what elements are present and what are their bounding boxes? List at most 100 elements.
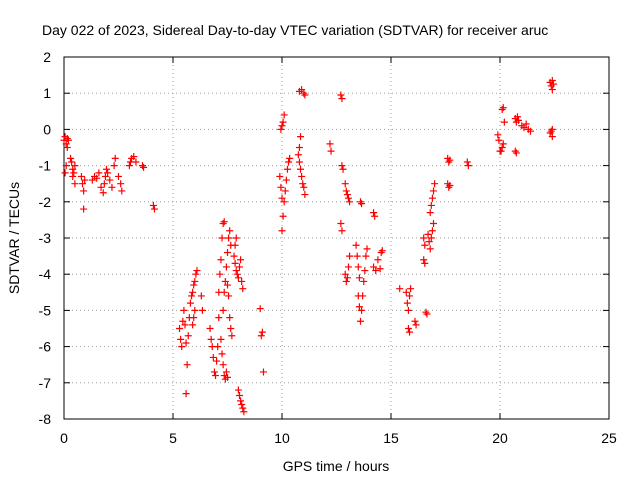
data-point	[286, 154, 294, 162]
data-point	[150, 205, 158, 213]
data-point	[342, 277, 350, 285]
data-point	[106, 176, 114, 184]
data-point	[218, 350, 226, 358]
data-point	[446, 182, 454, 190]
data-point	[182, 390, 190, 398]
data-point	[353, 252, 361, 260]
data-point	[182, 339, 190, 347]
data-point	[427, 234, 435, 242]
data-point	[224, 373, 231, 381]
data-point	[240, 408, 248, 416]
data-point	[233, 270, 241, 278]
data-point	[62, 140, 70, 148]
x-tick-label: 5	[169, 430, 177, 446]
data-point	[192, 270, 200, 278]
data-point	[183, 361, 191, 369]
data-point	[295, 144, 303, 151]
data-point	[464, 162, 472, 170]
data-point	[221, 277, 229, 285]
data-point	[374, 256, 382, 264]
data-point	[527, 127, 535, 135]
data-point	[426, 245, 434, 253]
data-point	[406, 292, 414, 300]
y-tick-label: 2	[43, 49, 51, 65]
data-point	[295, 158, 303, 166]
data-point	[339, 165, 347, 173]
data-point	[278, 194, 286, 202]
data-point	[404, 306, 412, 314]
data-point	[214, 343, 222, 351]
grid-lines	[64, 57, 609, 419]
data-point	[371, 212, 379, 220]
data-point	[224, 281, 231, 289]
y-tick-label: -2	[39, 194, 52, 210]
data-point	[93, 174, 101, 182]
data-point	[423, 310, 431, 318]
data-point	[239, 285, 247, 293]
data-point	[494, 131, 502, 139]
data-point	[343, 191, 351, 199]
data-point	[285, 158, 293, 166]
data-point	[358, 200, 366, 208]
data-point	[190, 281, 198, 289]
data-point	[118, 187, 126, 195]
data-point	[80, 205, 88, 213]
data-point	[220, 218, 228, 226]
data-point	[341, 180, 349, 188]
data-point	[338, 95, 346, 103]
data-point	[411, 317, 419, 325]
data-point	[206, 325, 214, 332]
data-point	[370, 263, 378, 271]
data-point	[446, 156, 454, 164]
data-point	[338, 227, 346, 235]
data-point	[232, 234, 240, 242]
data-point	[498, 144, 506, 151]
data-point	[67, 154, 75, 162]
data-point	[117, 180, 125, 188]
data-point	[219, 306, 227, 314]
data-point	[430, 220, 438, 228]
data-point	[299, 180, 307, 188]
data-point	[278, 227, 286, 235]
data-points	[60, 77, 557, 416]
x-tick-label: 25	[601, 430, 617, 446]
data-point	[140, 163, 148, 171]
data-point	[282, 176, 290, 184]
data-point	[225, 292, 233, 300]
y-tick-label: -5	[39, 302, 52, 318]
data-point	[294, 151, 302, 159]
data-point	[346, 252, 354, 260]
data-point	[217, 335, 225, 343]
data-point	[188, 292, 196, 300]
data-point	[88, 176, 96, 184]
data-point	[220, 288, 228, 296]
data-point	[176, 325, 184, 332]
data-point	[343, 274, 351, 282]
y-tick-label: -3	[39, 230, 52, 246]
data-point	[352, 241, 360, 249]
data-point	[69, 172, 77, 180]
y-tick-label: 1	[43, 85, 51, 101]
data-point	[463, 158, 471, 166]
data-point	[110, 162, 118, 170]
x-tick-label: 15	[383, 430, 399, 446]
data-point	[522, 120, 530, 128]
data-point	[428, 194, 436, 202]
data-point	[191, 277, 199, 285]
data-point	[217, 256, 225, 264]
data-point	[218, 234, 226, 242]
data-point	[404, 325, 412, 332]
data-point	[276, 172, 284, 180]
data-point	[549, 80, 557, 88]
data-point	[237, 256, 245, 264]
data-point	[326, 140, 334, 148]
data-point	[258, 328, 266, 336]
data-point	[197, 292, 205, 300]
axis-ticks	[63, 56, 610, 420]
data-point	[406, 328, 414, 336]
data-point	[370, 209, 378, 217]
data-point	[186, 299, 194, 307]
data-point	[215, 314, 223, 322]
data-point	[520, 124, 528, 132]
data-point	[69, 165, 77, 173]
